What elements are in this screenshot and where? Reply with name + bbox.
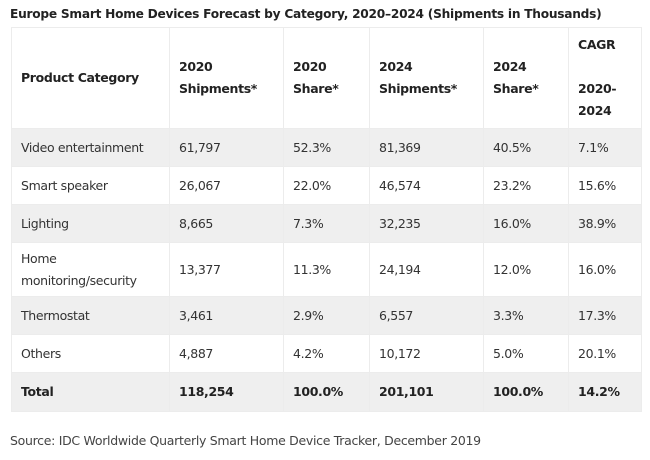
cell-cagr: 20.1% — [568, 334, 642, 373]
header-label: 2020 — [293, 59, 327, 74]
cell-category: Total — [11, 372, 170, 412]
header-2024-shipments: 2024 Shipments* — [369, 27, 484, 129]
cell-2020-shipments: 4,887 — [169, 334, 284, 373]
header-label: 2024 — [578, 103, 612, 118]
table-row: Lighting 8,665 7.3% 32,235 16.0% 38.9% — [11, 204, 642, 243]
cell-2024-share: 40.5% — [483, 128, 569, 167]
header-label: 2024 — [379, 59, 413, 74]
table-row: Video entertainment 61,797 52.3% 81,369 … — [11, 128, 642, 167]
table-title: Europe Smart Home Devices Forecast by Ca… — [10, 7, 602, 21]
cell-2024-shipments: 32,235 — [369, 204, 484, 243]
cell-2020-shipments: 13,377 — [169, 242, 284, 297]
header-2024-share: 2024 Share* — [483, 27, 569, 129]
cell-2024-shipments: 24,194 — [369, 242, 484, 297]
header-label: 2020 — [179, 59, 213, 74]
cell-cagr: 17.3% — [568, 296, 642, 335]
table-row: Home monitoring/security 13,377 11.3% 24,… — [11, 242, 642, 297]
header-label: Share* — [293, 81, 339, 96]
header-row: Product Category 2020 Shipments* 2020 Shar… — [11, 27, 642, 129]
cell-category: Video entertainment — [11, 128, 170, 167]
cell-2020-share: 100.0% — [283, 372, 370, 412]
cell-2024-shipments: 201,101 — [369, 372, 484, 412]
cell-2020-shipments: 61,797 — [169, 128, 284, 167]
cell-category: Home monitoring/security — [11, 242, 170, 297]
header-label: CAGR — [578, 37, 616, 52]
cell-category: Thermostat — [11, 296, 170, 335]
cell-2024-share: 23.2% — [483, 166, 569, 205]
header-label: 2024 — [493, 59, 527, 74]
cell-2020-share: 7.3% — [283, 204, 370, 243]
header-2020-share: 2020 Share* — [283, 27, 370, 129]
cell-2024-share: 3.3% — [483, 296, 569, 335]
cell-2024-share: 5.0% — [483, 334, 569, 373]
cell-2020-shipments: 26,067 — [169, 166, 284, 205]
table-row: Others 4,887 4.2% 10,172 5.0% 20.1% — [11, 334, 642, 373]
cell-2020-share: 11.3% — [283, 242, 370, 297]
cell-2024-shipments: 6,557 — [369, 296, 484, 335]
header-label: Product Category — [21, 70, 139, 85]
cell-2024-share: 16.0% — [483, 204, 569, 243]
header-label: Share* — [493, 81, 539, 96]
cell-cagr: 16.0% — [568, 242, 642, 297]
category-line: monitoring/security — [21, 272, 137, 288]
cell-cagr: 38.9% — [568, 204, 642, 243]
header-product-category: Product Category — [11, 27, 170, 129]
cell-cagr: 7.1% — [568, 128, 642, 167]
cell-2024-share: 100.0% — [483, 372, 569, 412]
cell-cagr: 14.2% — [568, 372, 642, 412]
header-2020-shipments: 2020 Shipments* — [169, 27, 284, 129]
header-cagr: CAGR 2020- 2024 — [568, 27, 642, 129]
header-label: Shipments* — [179, 81, 257, 96]
forecast-table: Product Category 2020 Shipments* 2020 Shar… — [11, 27, 642, 412]
cell-2024-shipments: 10,172 — [369, 334, 484, 373]
source-note: Source: IDC Worldwide Quarterly Smart Ho… — [10, 433, 481, 448]
cell-2024-share: 12.0% — [483, 242, 569, 297]
cell-2020-share: 52.3% — [283, 128, 370, 167]
table-row: Smart speaker 26,067 22.0% 46,574 23.2% … — [11, 166, 642, 205]
cell-2020-shipments: 118,254 — [169, 372, 284, 412]
total-row: Total 118,254 100.0% 201,101 100.0% 14.2… — [11, 372, 642, 412]
category-line: Home — [21, 250, 57, 266]
cell-category: Others — [11, 334, 170, 373]
table-row: Thermostat 3,461 2.9% 6,557 3.3% 17.3% — [11, 296, 642, 335]
cell-cagr: 15.6% — [568, 166, 642, 205]
header-label: 2020- — [578, 81, 617, 96]
cell-2020-share: 4.2% — [283, 334, 370, 373]
cell-category: Smart speaker — [11, 166, 170, 205]
cell-2024-shipments: 81,369 — [369, 128, 484, 167]
cell-2020-shipments: 8,665 — [169, 204, 284, 243]
cell-2020-share: 22.0% — [283, 166, 370, 205]
header-label: Shipments* — [379, 81, 457, 96]
cell-category: Lighting — [11, 204, 170, 243]
cell-2024-shipments: 46,574 — [369, 166, 484, 205]
cell-2020-share: 2.9% — [283, 296, 370, 335]
cell-2020-shipments: 3,461 — [169, 296, 284, 335]
